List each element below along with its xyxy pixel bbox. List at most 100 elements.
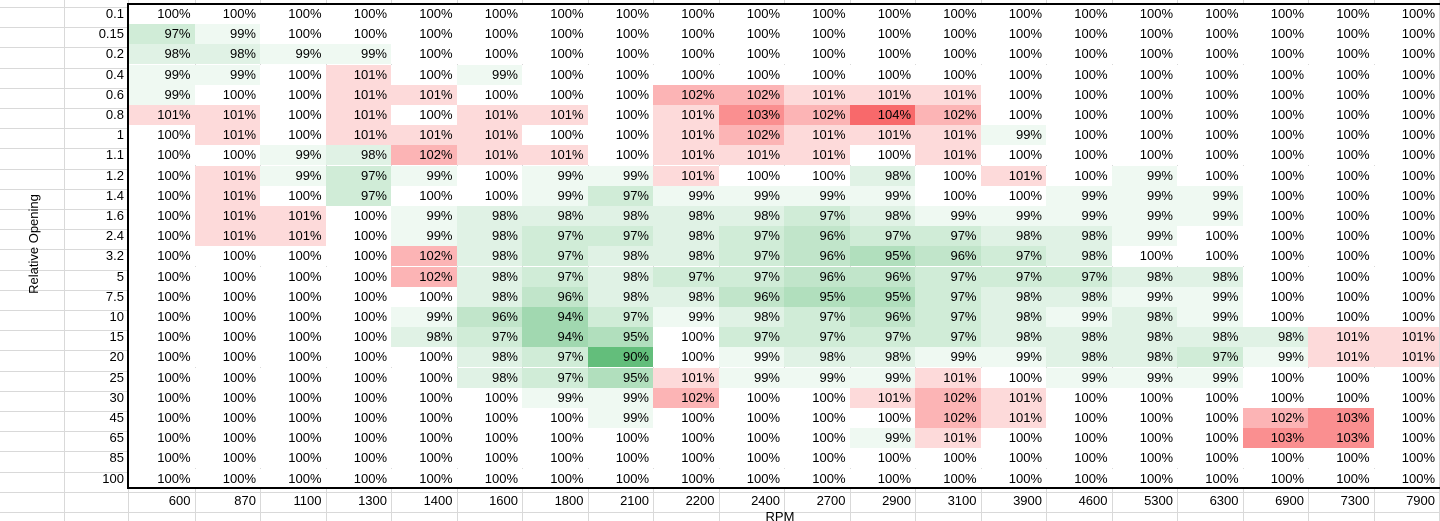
heatmap-cell[interactable]: 100% [456, 24, 522, 45]
heatmap-cell[interactable]: 100% [194, 448, 260, 469]
heatmap-cell[interactable]: 97% [915, 286, 981, 307]
heatmap-cell[interactable]: 100% [784, 165, 850, 186]
heatmap-cell[interactable]: 100% [325, 327, 391, 348]
heatmap-cell[interactable]: 100% [718, 468, 784, 489]
heatmap-cell[interactable]: 98% [587, 246, 653, 267]
heatmap-cell[interactable]: 100% [1242, 387, 1308, 408]
heatmap-cell[interactable]: 97% [522, 347, 588, 368]
heatmap-cell[interactable]: 98% [456, 206, 522, 226]
heatmap-cell[interactable]: 98% [1242, 327, 1308, 348]
heatmap-cell[interactable]: 101% [718, 145, 784, 166]
heatmap-cell[interactable]: 100% [1373, 24, 1439, 45]
heatmap-cell[interactable]: 100% [391, 286, 457, 307]
heatmap-cell[interactable]: 100% [849, 408, 915, 428]
heatmap-cell[interactable]: 100% [260, 185, 326, 206]
heatmap-cell[interactable]: 100% [587, 44, 653, 65]
heatmap-cell[interactable]: 97% [849, 226, 915, 247]
heatmap-cell[interactable]: 101% [194, 185, 260, 206]
heatmap-cell[interactable]: 100% [129, 448, 195, 469]
heatmap-cell[interactable]: 101% [849, 84, 915, 105]
heatmap-cell[interactable]: 99% [980, 206, 1046, 226]
heatmap-cell[interactable]: 97% [784, 327, 850, 348]
heatmap-cell[interactable]: 104% [849, 105, 915, 125]
heatmap-cell[interactable]: 99% [653, 307, 719, 327]
heatmap-cell[interactable]: 100% [456, 44, 522, 65]
heatmap-cell[interactable]: 99% [587, 165, 653, 186]
heatmap-cell[interactable]: 100% [718, 44, 784, 65]
heatmap-cell[interactable]: 100% [718, 448, 784, 469]
heatmap-cell[interactable]: 100% [1177, 448, 1243, 469]
heatmap-cell[interactable]: 100% [391, 428, 457, 449]
heatmap-cell[interactable]: 100% [456, 84, 522, 105]
heatmap-cell[interactable]: 99% [1177, 286, 1243, 307]
heatmap-cell[interactable]: 100% [522, 448, 588, 469]
heatmap-cell[interactable]: 100% [194, 266, 260, 287]
heatmap-cell[interactable]: 102% [915, 387, 981, 408]
heatmap-cell[interactable]: 100% [325, 448, 391, 469]
heatmap-cell[interactable]: 99% [1177, 206, 1243, 226]
heatmap-cell[interactable]: 100% [1242, 4, 1308, 24]
heatmap-cell[interactable]: 99% [260, 165, 326, 186]
heatmap-cell[interactable]: 100% [849, 448, 915, 469]
heatmap-cell[interactable]: 100% [129, 367, 195, 388]
heatmap-cell[interactable]: 99% [1177, 307, 1243, 327]
heatmap-cell[interactable]: 97% [325, 165, 391, 186]
heatmap-cell[interactable]: 103% [1308, 428, 1374, 449]
heatmap-cell[interactable]: 100% [784, 44, 850, 65]
heatmap-cell[interactable]: 100% [1242, 266, 1308, 287]
heatmap-cell[interactable]: 100% [1373, 387, 1439, 408]
heatmap-cell[interactable]: 100% [1111, 4, 1177, 24]
heatmap-cell[interactable]: 101% [980, 387, 1046, 408]
heatmap-cell[interactable]: 97% [915, 266, 981, 287]
heatmap-cell[interactable]: 100% [522, 468, 588, 489]
heatmap-cell[interactable]: 98% [1111, 307, 1177, 327]
heatmap-cell[interactable]: 100% [129, 246, 195, 267]
heatmap-cell[interactable]: 100% [1242, 64, 1308, 85]
heatmap-cell[interactable]: 96% [849, 266, 915, 287]
heatmap-cell[interactable]: 98% [653, 206, 719, 226]
heatmap-cell[interactable]: 100% [1111, 44, 1177, 65]
heatmap-cell[interactable]: 99% [980, 347, 1046, 368]
heatmap-cell[interactable]: 100% [915, 448, 981, 469]
heatmap-cell[interactable]: 101% [849, 125, 915, 146]
heatmap-cell[interactable]: 98% [980, 226, 1046, 247]
heatmap-cell[interactable]: 100% [587, 125, 653, 146]
heatmap-cell[interactable]: 100% [194, 347, 260, 368]
heatmap-cell[interactable]: 100% [915, 24, 981, 45]
heatmap-cell[interactable]: 98% [325, 145, 391, 166]
heatmap-cell[interactable]: 99% [784, 185, 850, 206]
heatmap-cell[interactable]: 100% [1111, 387, 1177, 408]
heatmap-cell[interactable]: 100% [1177, 428, 1243, 449]
heatmap-cell[interactable]: 100% [1373, 286, 1439, 307]
heatmap-cell[interactable]: 100% [129, 206, 195, 226]
heatmap-cell[interactable]: 100% [1242, 307, 1308, 327]
heatmap-cell[interactable]: 100% [1308, 64, 1374, 85]
heatmap-cell[interactable]: 100% [1046, 448, 1112, 469]
heatmap-cell[interactable]: 103% [1242, 428, 1308, 449]
heatmap-cell[interactable]: 98% [1111, 347, 1177, 368]
heatmap-cell[interactable]: 101% [784, 84, 850, 105]
heatmap-cell[interactable]: 100% [784, 428, 850, 449]
heatmap-cell[interactable]: 99% [915, 206, 981, 226]
heatmap-cell[interactable]: 100% [587, 428, 653, 449]
heatmap-cell[interactable]: 102% [915, 408, 981, 428]
heatmap-cell[interactable]: 100% [1177, 64, 1243, 85]
heatmap-cell[interactable]: 99% [1111, 226, 1177, 247]
heatmap-cell[interactable]: 97% [522, 226, 588, 247]
heatmap-cell[interactable]: 101% [653, 125, 719, 146]
heatmap-cell[interactable]: 102% [718, 125, 784, 146]
heatmap-cell[interactable]: 100% [129, 408, 195, 428]
heatmap-cell[interactable]: 97% [849, 327, 915, 348]
heatmap-cell[interactable]: 100% [260, 4, 326, 24]
heatmap-cell[interactable]: 101% [1308, 347, 1374, 368]
heatmap-cell[interactable]: 100% [456, 468, 522, 489]
heatmap-cell[interactable]: 101% [653, 145, 719, 166]
heatmap-cell[interactable]: 100% [260, 64, 326, 85]
heatmap-cell[interactable]: 100% [784, 24, 850, 45]
heatmap-cell[interactable]: 97% [718, 266, 784, 287]
heatmap-cell[interactable]: 100% [718, 408, 784, 428]
heatmap-cell[interactable]: 100% [980, 24, 1046, 45]
heatmap-cell[interactable]: 96% [718, 286, 784, 307]
heatmap-cell[interactable]: 100% [1373, 246, 1439, 267]
heatmap-cell[interactable]: 100% [1308, 286, 1374, 307]
